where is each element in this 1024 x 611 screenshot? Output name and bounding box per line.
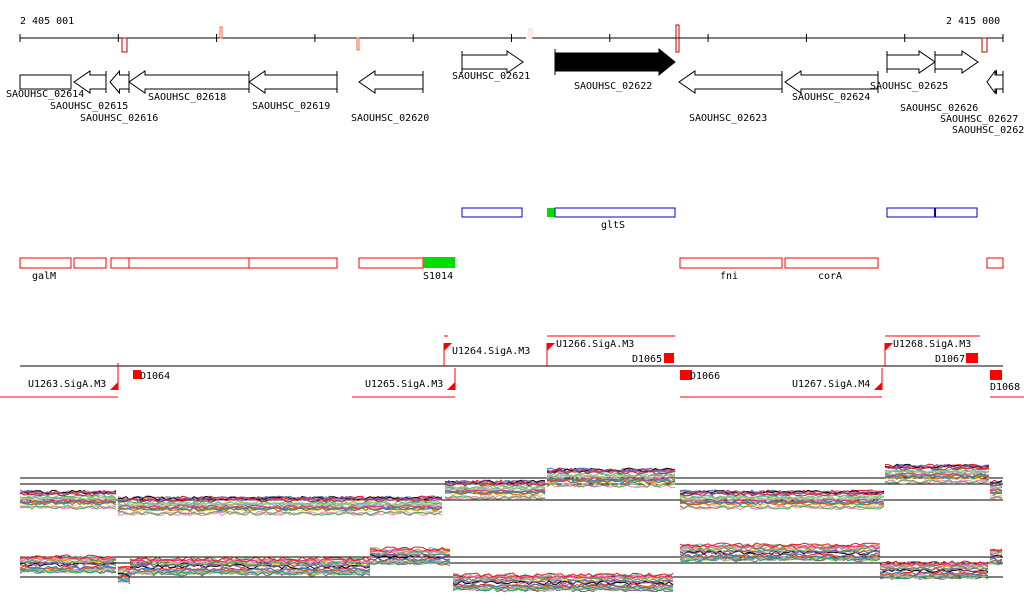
gene-label: SAOUHSC_02622: [574, 81, 652, 92]
gene-SAOUHSC_02619[interactable]: SAOUHSC_02619: [248, 70, 338, 112]
transcript-label[interactable]: U1267.SigA.M4: [792, 379, 870, 390]
gene-box-S1014[interactable]: [423, 257, 455, 268]
gene-box[interactable]: [461, 207, 523, 218]
gene-box-gltS[interactable]: [554, 207, 676, 218]
gene-label: SAOUHSC_02614: [6, 89, 84, 100]
gene-box-green[interactable]: [547, 208, 555, 217]
gene-label: SAOUHSC_02624: [792, 92, 870, 103]
gene-label: SAOUHSC_02627: [940, 114, 1018, 125]
snp-marker[interactable]: [675, 24, 680, 53]
gene-box-corA[interactable]: [784, 257, 879, 269]
transcript-label[interactable]: U1263.SigA.M3: [28, 379, 106, 390]
coordinate-ruler: 2 405 001 2 415 000: [19, 16, 1004, 53]
transcript-label[interactable]: D1066: [690, 371, 720, 382]
snp-marker[interactable]: [356, 37, 360, 51]
gene-SAOUHSC_02624[interactable]: SAOUHSC_02624: [784, 70, 879, 103]
snp-marker[interactable]: [981, 37, 988, 53]
snp-marker[interactable]: [528, 28, 533, 39]
gene-SAOUHSC_0262[interactable]: SAOUHSC_0262: [952, 69, 1024, 136]
expression-trace: [19, 469, 1003, 508]
gene-SAOUHSC_02618[interactable]: SAOUHSC_02618: [128, 70, 250, 103]
gene-name-track-red: galM S1014 fni corA: [19, 257, 1004, 282]
gene-label-corA: corA: [818, 271, 842, 282]
ruler-end-label: 2 415 000: [946, 16, 1000, 27]
gene-label: SAOUHSC_02616: [80, 113, 158, 124]
gene-label-gltS: gltS: [601, 220, 625, 231]
transcript-label[interactable]: D1064: [140, 371, 170, 382]
expression-trace: [19, 473, 1003, 511]
gene-label-S1014: S1014: [423, 271, 453, 282]
expression-trace: [19, 542, 1003, 578]
gene-SAOUHSC_02623[interactable]: SAOUHSC_02623: [678, 70, 783, 124]
gene-box[interactable]: [886, 207, 978, 218]
transcript-label[interactable]: U1268.SigA.M3: [893, 339, 971, 350]
transcript-label[interactable]: U1264.SigA.M3: [452, 346, 530, 357]
transcript-label[interactable]: D1068: [990, 382, 1020, 393]
expression-panel-2: [19, 542, 1003, 593]
expression-trace: [19, 464, 1003, 502]
gene-label-fni: fni: [720, 271, 738, 282]
gene-SAOUHSC_02615[interactable]: SAOUHSC_02615: [50, 70, 128, 112]
gene-label: SAOUHSC_02625: [870, 81, 948, 92]
gene-SAOUHSC_02620[interactable]: SAOUHSC_02620: [351, 70, 429, 124]
snp-marker[interactable]: [219, 26, 223, 39]
gene-label: SAOUHSC_0262: [952, 125, 1024, 136]
gene-box-galM[interactable]: [19, 257, 72, 269]
transcript-track: U1264.SigA.M3 U1266.SigA.M3 D1065 U1268.…: [0, 335, 1024, 398]
gene-SAOUHSC_02627[interactable]: SAOUHSC_02627: [940, 69, 1018, 125]
gene-box[interactable]: [110, 257, 338, 269]
gene-label: SAOUHSC_02619: [252, 101, 330, 112]
gene-SAOUHSC_02625[interactable]: SAOUHSC_02625: [870, 50, 948, 92]
gene-label: SAOUHSC_02626: [900, 103, 978, 114]
gene-box-fni[interactable]: [679, 257, 783, 269]
gene-label: SAOUHSC_02623: [689, 113, 767, 124]
expression-trace: [19, 478, 1003, 516]
gene-SAOUHSC_02614[interactable]: SAOUHSC_02614: [6, 74, 84, 100]
gene-label: SAOUHSC_02615: [50, 101, 128, 112]
expression-trace: [19, 553, 1003, 589]
gene-name-track-blue: gltS: [461, 207, 978, 231]
gene-label: SAOUHSC_02618: [148, 92, 226, 103]
transcript-label[interactable]: D1067: [935, 354, 965, 365]
gene-SAOUHSC_02622[interactable]: SAOUHSC_02622: [554, 47, 676, 92]
gene-label: SAOUHSC_02621: [452, 71, 530, 82]
transcript-label[interactable]: U1265.SigA.M3: [365, 379, 443, 390]
gene-box[interactable]: [358, 257, 424, 269]
gene-SAOUHSC_02621[interactable]: SAOUHSC_02621: [452, 50, 530, 82]
gene-label: SAOUHSC_02620: [351, 113, 429, 124]
expression-trace: [19, 549, 1003, 585]
expression-panel-1: [19, 463, 1003, 517]
transcript-label[interactable]: U1266.SigA.M3: [556, 339, 634, 350]
gene-SAOUHSC_02626[interactable]: SAOUHSC_02626: [900, 50, 979, 114]
snp-marker[interactable]: [121, 37, 128, 53]
gene-box[interactable]: [73, 257, 107, 269]
gene-box[interactable]: [986, 257, 1004, 269]
ruler-start-label: 2 405 001: [20, 16, 74, 27]
gene-label-galM: galM: [32, 271, 56, 282]
transcript-label[interactable]: D1065: [632, 354, 662, 365]
expression-trace: [19, 556, 1003, 592]
